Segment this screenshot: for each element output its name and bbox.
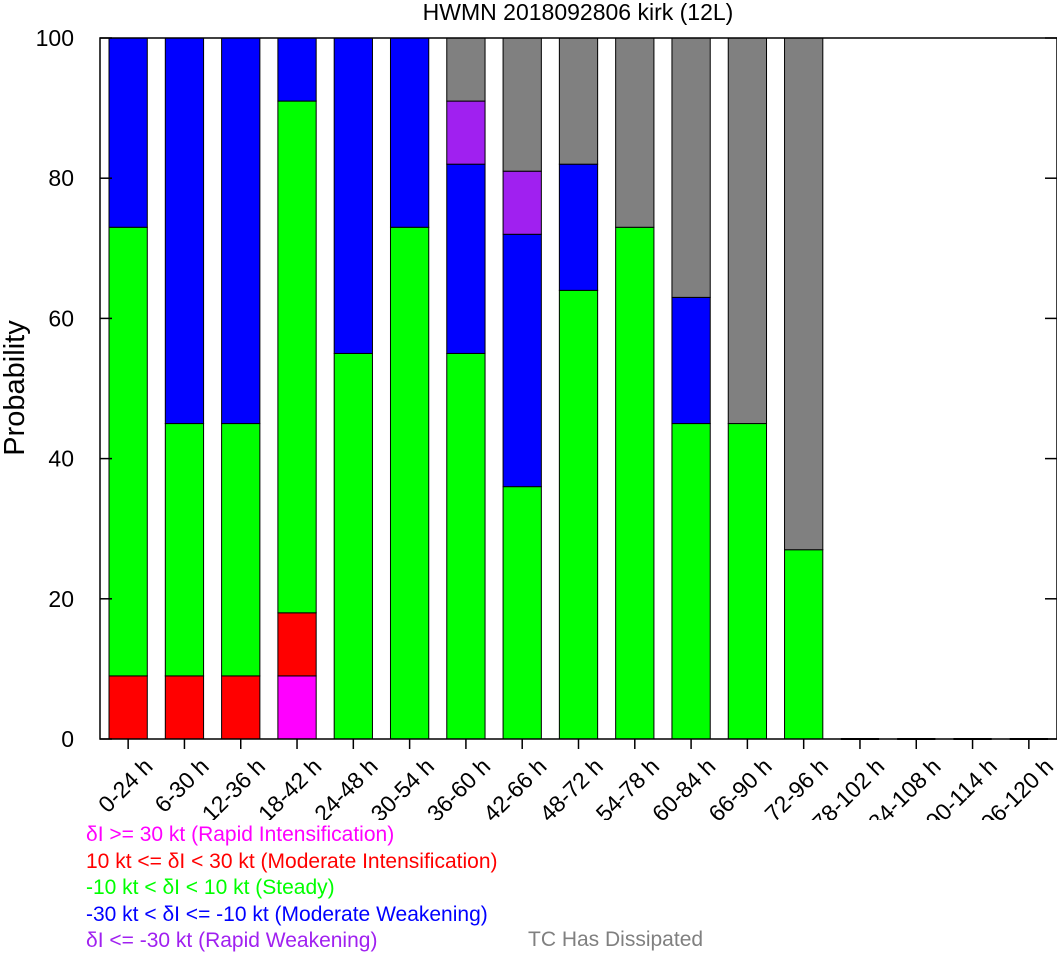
bar-segment — [502, 170, 542, 235]
bar-segment — [221, 675, 261, 740]
bar-segment — [164, 423, 205, 677]
legend-entry: δI >= 30 kt (Rapid Intensification) — [86, 823, 395, 846]
bar-segment — [277, 675, 317, 740]
bar-segment — [671, 423, 711, 740]
bar-segment — [558, 163, 599, 291]
axis-ticks — [100, 37, 1057, 749]
bar-segment — [108, 37, 148, 228]
bar-segment — [277, 100, 317, 614]
x-tick-label: 0-24 h — [93, 753, 158, 818]
stacked-bar-chart: HWMN 2018092806 kirk (12L) Probability 0… — [0, 0, 1057, 820]
legend-entry: δI <= -30 kt (Rapid Weakening) — [86, 929, 378, 952]
legend-entry: -30 kt < δI <= -10 kt (Moderate Weakenin… — [86, 902, 488, 926]
bar-segment — [558, 37, 599, 165]
bar-segment — [671, 37, 711, 298]
y-tick-labels: 0 20 40 60 80 100 — [36, 25, 74, 752]
bar-segment — [784, 549, 824, 740]
bar-segment — [615, 37, 655, 228]
bar-segment — [333, 37, 373, 354]
bar-segment — [446, 100, 486, 165]
bar-segment — [502, 233, 542, 488]
bar-segment — [502, 37, 542, 172]
y-tick-label: 0 — [61, 726, 74, 752]
bar-segment — [221, 37, 261, 425]
bar-segment — [108, 675, 148, 740]
bar-segment — [389, 37, 430, 228]
y-tick-label: 100 — [36, 25, 74, 51]
legend-entry: 10 kt <= δI < 30 kt (Moderate Intensific… — [86, 849, 498, 873]
bar-segment — [615, 226, 655, 740]
bar-segment — [164, 37, 205, 425]
y-tick-label: 40 — [48, 446, 74, 472]
bar-segment — [277, 37, 317, 102]
y-tick-label: 20 — [48, 586, 74, 612]
bar-segment — [727, 423, 768, 740]
legend-entry-dissipated: TC Has Dissipated — [528, 928, 704, 951]
bar-segment — [389, 226, 430, 740]
y-tick-label: 60 — [48, 305, 74, 331]
bar-segment — [671, 296, 711, 425]
bar-segment — [727, 37, 768, 425]
bar-segment — [277, 612, 317, 677]
bar-segment — [221, 423, 261, 677]
bar-segment — [333, 352, 373, 740]
bar-segment — [784, 37, 824, 551]
chart-title: HWMN 2018092806 kirk (12L) — [423, 0, 734, 25]
legend-entry: -10 kt < δI < 10 kt (Steady) — [86, 876, 335, 899]
bar-segment — [446, 163, 486, 354]
x-tick-labels: 0-24 h6-30 h12-36 h18-42 h24-48 h30-54 h… — [93, 753, 1057, 820]
y-tick-label: 80 — [48, 165, 74, 191]
bar-segment — [502, 486, 542, 740]
bar-segment — [446, 352, 486, 740]
bar-segment — [446, 37, 486, 102]
bar-segment — [164, 675, 205, 740]
legend: δI >= 30 kt (Rapid Intensification) 10 kt… — [86, 822, 498, 955]
bars-group — [108, 37, 1048, 740]
bar-segment — [558, 289, 599, 740]
y-axis-label: Probability — [0, 320, 31, 456]
bar-segment — [108, 226, 148, 677]
